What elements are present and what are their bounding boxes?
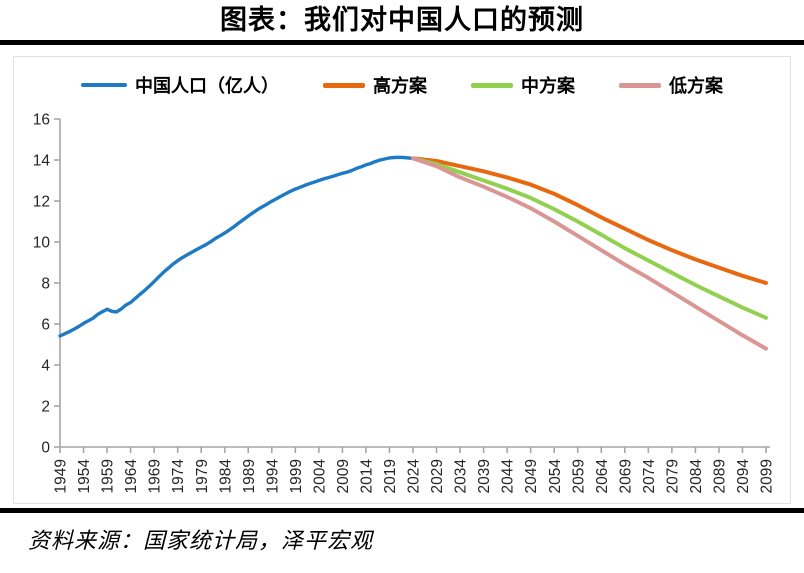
x-tick-label: 1949	[53, 459, 70, 493]
x-tick-label: 2084	[688, 459, 705, 494]
legend-line-icon	[81, 83, 127, 87]
y-tick-label: 16	[33, 112, 50, 129]
y-tick-label: 0	[41, 440, 50, 457]
axes: 0 2 4 6 8 10 12 14 16 1949 1954 1959 1964 1969 1974 197…	[33, 112, 776, 494]
x-tick-label: 2014	[359, 459, 376, 494]
legend-label: 低方案	[669, 76, 723, 96]
x-tick-label: 1974	[170, 459, 187, 494]
y-tick-label: 12	[33, 194, 50, 211]
series-line-2	[411, 156, 768, 320]
x-tick-label: 2019	[382, 459, 399, 493]
x-tick-label: 2034	[453, 459, 470, 494]
legend-line-icon	[471, 82, 513, 88]
legend-label: 中国人口（亿人）	[135, 76, 279, 96]
bottom-divider	[0, 508, 804, 513]
legend: 中国人口（亿人） 高方案 中方案 低方案	[14, 57, 790, 105]
legend-line-icon	[323, 82, 365, 88]
x-tick-label: 2044	[500, 459, 517, 494]
x-tick-label: 2049	[523, 459, 540, 493]
legend-item-mid-scenario: 中方案	[471, 72, 575, 98]
series-line-1	[411, 156, 768, 285]
y-tick-label: 8	[41, 276, 50, 293]
legend-label: 中方案	[521, 76, 575, 96]
x-tick-label: 1959	[100, 459, 117, 493]
y-tick-label: 2	[41, 399, 50, 416]
x-tick-label: 2069	[617, 459, 634, 493]
x-tick-label: 2039	[476, 459, 493, 493]
chart-area: 中国人口（亿人） 高方案 中方案 低方案 0 2 4 6 8 10 12 14 16 1949 19…	[13, 56, 791, 504]
x-tick-label: 2054	[547, 459, 564, 494]
y-tick-label: 4	[41, 358, 50, 375]
x-tick-label: 2024	[406, 459, 423, 494]
x-tick-label: 2059	[570, 459, 587, 493]
legend-item-china-population: 中国人口（亿人）	[81, 72, 279, 98]
x-tick-label: 2074	[641, 459, 658, 494]
source-note: 资料来源：国家统计局，泽平宏观	[28, 528, 374, 553]
legend-label: 高方案	[373, 76, 427, 96]
series	[58, 155, 768, 351]
x-tick-label: 2079	[664, 459, 681, 493]
legend-line-icon	[619, 82, 661, 88]
x-tick-label: 2029	[429, 459, 446, 493]
x-tick-label: 1964	[123, 459, 140, 494]
y-tick-label: 10	[33, 235, 51, 252]
x-tick-label: 2094	[735, 459, 752, 494]
x-tick-label: 2099	[759, 459, 776, 493]
x-tick-label: 2089	[712, 459, 729, 493]
series-line-0	[58, 155, 415, 338]
population-line-chart: 0 2 4 6 8 10 12 14 16 1949 1954 1959 1964 1969 1974 197…	[33, 112, 776, 494]
plot-wrapper: 0 2 4 6 8 10 12 14 16 1949 1954 1959 1964 1969 1974 197…	[14, 105, 790, 508]
chart-title: 图表：我们对中国人口的预测	[220, 5, 584, 35]
x-tick-label: 2004	[311, 459, 328, 494]
x-tick-label: 1999	[288, 459, 305, 493]
x-tick-label: 1989	[241, 459, 258, 493]
x-tick-label: 1979	[194, 459, 211, 493]
x-tick-label: 2064	[594, 459, 611, 494]
legend-item-high-scenario: 高方案	[323, 72, 427, 98]
x-tick-label: 1969	[147, 459, 164, 493]
top-divider	[0, 40, 804, 45]
y-tick-label: 6	[41, 317, 50, 334]
x-tick-label: 1994	[264, 459, 281, 494]
x-tick-label: 1954	[76, 459, 93, 494]
y-tick-label: 14	[33, 153, 51, 170]
x-tick-label: 1984	[217, 459, 234, 494]
legend-item-low-scenario: 低方案	[619, 72, 723, 98]
x-tick-label: 2009	[335, 459, 352, 493]
series-line-3	[411, 156, 768, 351]
